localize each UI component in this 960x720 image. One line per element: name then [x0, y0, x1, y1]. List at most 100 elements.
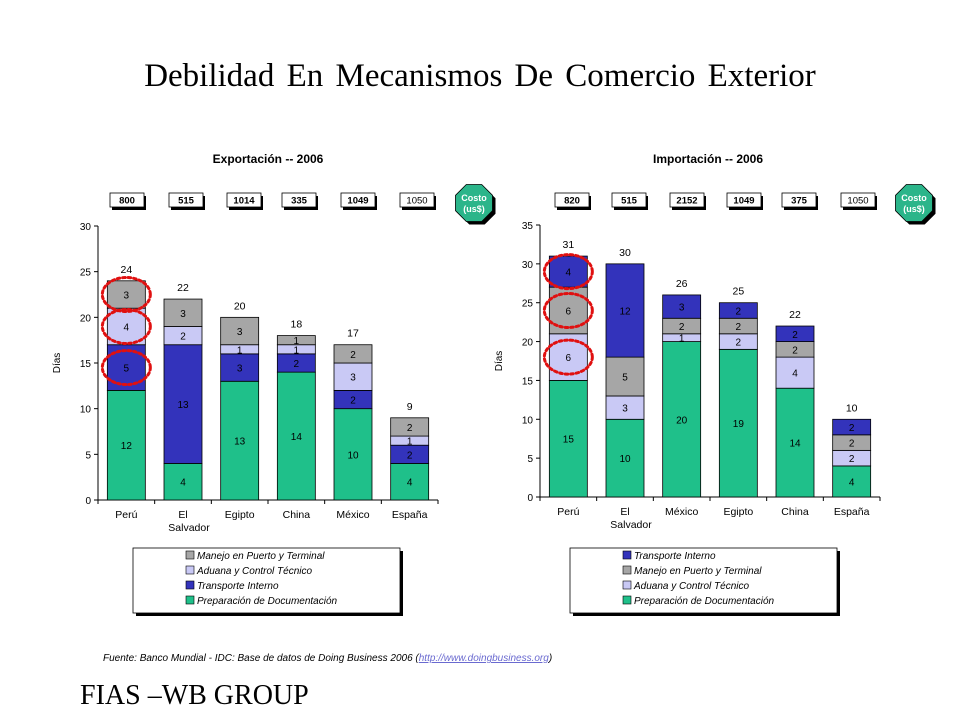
source-suffix: ) — [548, 653, 553, 664]
legend-label: Transporte Interno — [634, 551, 716, 562]
cost-badge-label: Costo — [901, 193, 927, 203]
bar-segment — [163, 463, 203, 501]
bar-value-label: 4 — [792, 369, 798, 380]
y-tick-label: 20 — [522, 338, 534, 349]
cost-value: 375 — [791, 196, 808, 207]
highlight-ellipse — [100, 307, 152, 345]
bar-segment — [220, 353, 260, 382]
bar-value-label: 6 — [566, 306, 572, 317]
y-tick-label: 30 — [80, 222, 92, 233]
legend-swatch — [622, 565, 632, 575]
cost-box — [281, 192, 317, 208]
chart-title: Exportación -- 2006 — [213, 152, 324, 166]
x-tick-label: Egipto — [723, 506, 753, 518]
bar-segment — [548, 380, 588, 498]
footer-label: FIAS –WB GROUP — [80, 680, 309, 711]
cost-box — [669, 192, 705, 208]
chart-1: Exportación -- 2006Días05101520253012543… — [52, 152, 496, 616]
bar-segment — [718, 348, 758, 498]
y-tick-label: 10 — [522, 415, 534, 426]
legend-label: Aduana y Control Técnico — [196, 566, 313, 577]
legend-swatch — [185, 595, 195, 605]
y-tick-label: 25 — [80, 268, 92, 279]
cost-box — [781, 192, 817, 208]
x-tick-label: México — [336, 509, 369, 521]
cost-box — [726, 192, 762, 208]
cost-value: 1014 — [233, 196, 255, 207]
cost-value: 800 — [119, 196, 135, 207]
bar-value-label: 2 — [407, 423, 413, 434]
bar-total-label: 24 — [120, 264, 132, 276]
cost-box — [168, 192, 204, 208]
bar-value-label: 3 — [124, 291, 130, 302]
legend-label: Preparación de Documentación — [197, 596, 338, 607]
source-link[interactable]: http://www.doingbusiness.org — [418, 653, 549, 664]
bar-total-label: 20 — [234, 300, 246, 312]
bar-value-label: 2 — [736, 338, 742, 349]
bar-value-label: 12 — [619, 306, 631, 317]
bar-total-label: 30 — [619, 247, 631, 259]
bar-value-label: 2 — [849, 439, 855, 450]
cost-value: 335 — [291, 196, 308, 207]
bar-value-label: 2 — [294, 359, 300, 370]
legend-box — [132, 547, 401, 614]
legend-swatch — [622, 595, 632, 605]
bar-total-label: 22 — [177, 282, 189, 294]
y-tick-label: 0 — [527, 493, 533, 504]
y-tick-label: 15 — [522, 376, 534, 387]
x-tick-label: China — [781, 506, 809, 518]
bar-value-label: 1 — [237, 345, 243, 356]
bar-value-label: 14 — [291, 432, 303, 443]
x-tick-label: México — [665, 506, 698, 518]
highlight-ellipse — [542, 253, 594, 291]
bar-segment — [390, 417, 430, 437]
legend-label: Aduana y Control Técnico — [633, 581, 750, 592]
bar-value-label: 6 — [566, 353, 572, 364]
bar-value-label: 10 — [347, 450, 359, 461]
y-tick-label: 20 — [80, 313, 92, 324]
bar-segment — [276, 371, 316, 501]
bar-segment — [163, 344, 203, 464]
legend-swatch — [185, 580, 195, 590]
legend-label: Preparación de Documentación — [634, 596, 775, 607]
bar-segment — [605, 263, 645, 358]
cost-badge-label: Costo — [461, 193, 487, 203]
bar-value-label: 13 — [177, 400, 189, 411]
bar-value-label: 2 — [849, 423, 855, 434]
bar-total-label: 9 — [407, 401, 413, 413]
bar-value-label: 4 — [407, 478, 413, 489]
bar-segment — [718, 302, 758, 319]
bar-total-label: 22 — [789, 309, 801, 321]
cost-box — [226, 192, 262, 208]
bar-value-label: 3 — [237, 327, 243, 338]
highlight-ellipse — [542, 338, 594, 376]
legend-swatch — [185, 550, 195, 560]
bar-value-label: 2 — [736, 306, 742, 317]
highlight-ellipse — [100, 349, 152, 387]
bar-segment — [662, 294, 702, 319]
bar-segment — [775, 325, 815, 342]
bar-total-label: 31 — [562, 239, 574, 251]
cost-box — [340, 192, 376, 208]
bar-value-label: 5 — [124, 364, 130, 375]
cost-value: 1050 — [406, 196, 427, 207]
bar-value-label: 3 — [679, 303, 685, 314]
bar-value-label: 1 — [294, 336, 300, 347]
bar-value-label: 15 — [563, 435, 575, 446]
bar-segment — [276, 335, 316, 346]
x-tick-label: China — [283, 509, 311, 521]
slide-title: Debilidad En Mecanismos De Comercio Exte… — [144, 58, 816, 94]
x-tick-label: Egipto — [225, 509, 255, 521]
x-tick-label: El — [178, 509, 187, 521]
cost-box — [399, 192, 435, 208]
legend-label: Transporte Interno — [197, 581, 279, 592]
y-tick-label: 30 — [522, 260, 534, 271]
bar-segment — [832, 465, 872, 498]
bar-value-label: 10 — [619, 454, 631, 465]
y-tick-label: 25 — [522, 299, 534, 310]
bar-value-label: 14 — [789, 439, 801, 450]
bar-value-label: 1 — [407, 437, 413, 448]
y-tick-label: 5 — [527, 454, 533, 465]
bar-segment — [548, 255, 588, 288]
bar-total-label: 10 — [846, 402, 858, 414]
